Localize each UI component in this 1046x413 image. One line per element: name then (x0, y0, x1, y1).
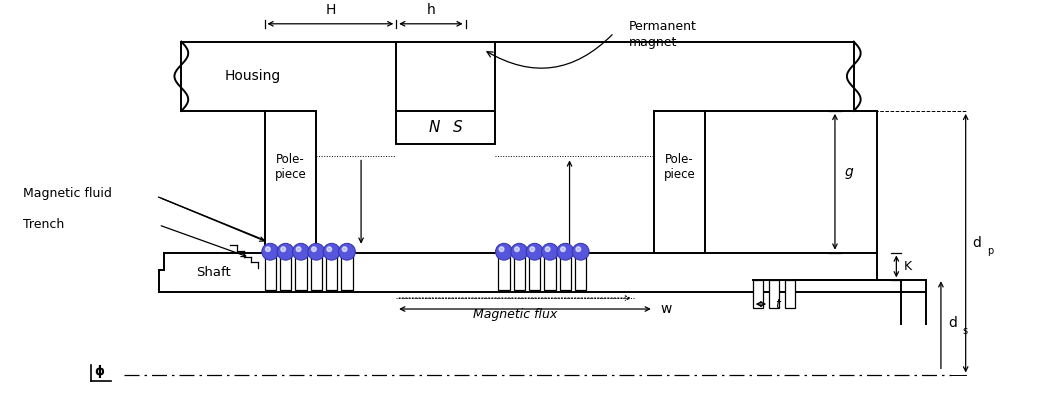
Text: t: t (775, 297, 780, 311)
Circle shape (545, 247, 550, 252)
Text: K: K (904, 260, 911, 273)
Text: Magnetic flux: Magnetic flux (473, 308, 558, 321)
Circle shape (339, 243, 356, 260)
Text: S: S (453, 120, 462, 135)
Bar (280, 253, 291, 290)
Bar (514, 253, 525, 290)
Text: Pole-
piece: Pole- piece (274, 153, 306, 181)
Text: d: d (973, 236, 981, 250)
Text: Shaft: Shaft (196, 266, 230, 279)
Text: d: d (948, 316, 957, 330)
Text: Magnetic fluid: Magnetic fluid (23, 187, 112, 199)
Circle shape (327, 247, 332, 252)
Bar (341, 253, 353, 290)
Bar (575, 253, 587, 290)
Bar (786, 280, 795, 308)
Bar (753, 280, 763, 308)
Bar (396, 111, 495, 144)
Text: H: H (325, 3, 336, 17)
Circle shape (277, 243, 294, 260)
Circle shape (266, 247, 270, 252)
Circle shape (496, 243, 513, 260)
Bar (560, 253, 571, 290)
Text: Housing: Housing (225, 69, 280, 83)
Text: Trench: Trench (23, 218, 64, 231)
Circle shape (572, 243, 589, 260)
Text: Permanent
magnet: Permanent magnet (629, 20, 697, 49)
Circle shape (576, 247, 581, 252)
Circle shape (296, 247, 301, 252)
Bar (654, 111, 705, 253)
Text: g: g (845, 165, 854, 179)
Text: Pole-
piece: Pole- piece (663, 153, 696, 181)
Circle shape (323, 243, 340, 260)
Text: $\mathbf{\phi}$: $\mathbf{\phi}$ (93, 363, 105, 380)
Circle shape (561, 247, 565, 252)
Circle shape (530, 247, 535, 252)
Circle shape (308, 243, 324, 260)
Bar (311, 253, 322, 290)
Circle shape (542, 243, 559, 260)
Bar (265, 253, 276, 290)
Text: p: p (987, 246, 994, 256)
Circle shape (262, 243, 278, 260)
Text: h: h (427, 3, 435, 17)
Circle shape (526, 243, 543, 260)
Text: s: s (962, 326, 968, 336)
Circle shape (293, 243, 310, 260)
Circle shape (515, 247, 519, 252)
Circle shape (342, 247, 347, 252)
Circle shape (510, 243, 527, 260)
Bar (544, 253, 555, 290)
Bar (265, 111, 316, 253)
Bar (295, 253, 306, 290)
Circle shape (556, 243, 574, 260)
Bar (498, 253, 509, 290)
Bar (529, 253, 541, 290)
Text: w: w (661, 302, 672, 316)
Bar (326, 253, 337, 290)
Text: N: N (428, 120, 439, 135)
Bar (769, 280, 779, 308)
Circle shape (312, 247, 316, 252)
Circle shape (499, 247, 504, 252)
Circle shape (281, 247, 286, 252)
